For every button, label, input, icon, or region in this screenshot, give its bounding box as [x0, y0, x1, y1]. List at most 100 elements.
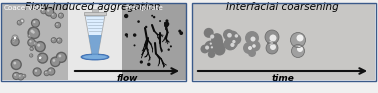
Circle shape — [178, 30, 181, 33]
Circle shape — [223, 29, 234, 40]
Circle shape — [270, 44, 276, 50]
Circle shape — [133, 44, 135, 46]
Circle shape — [59, 13, 63, 18]
Circle shape — [243, 42, 255, 54]
Circle shape — [153, 16, 155, 18]
Bar — [122, 3, 186, 80]
Circle shape — [51, 37, 57, 43]
Circle shape — [208, 42, 216, 50]
Circle shape — [47, 67, 55, 76]
Circle shape — [50, 12, 57, 19]
Circle shape — [164, 23, 168, 28]
Circle shape — [33, 42, 37, 46]
Circle shape — [59, 54, 61, 57]
Circle shape — [226, 40, 234, 48]
Circle shape — [124, 14, 129, 18]
Circle shape — [54, 22, 61, 28]
Circle shape — [18, 21, 20, 23]
Circle shape — [50, 56, 60, 67]
Circle shape — [210, 35, 214, 39]
Circle shape — [11, 37, 20, 46]
Circle shape — [31, 48, 32, 49]
Circle shape — [52, 14, 54, 16]
Circle shape — [230, 34, 241, 45]
Circle shape — [17, 20, 22, 25]
Circle shape — [31, 19, 40, 28]
Circle shape — [137, 20, 140, 23]
Circle shape — [22, 74, 26, 78]
Circle shape — [19, 75, 21, 77]
Circle shape — [249, 40, 260, 52]
Circle shape — [29, 40, 31, 43]
Circle shape — [13, 39, 15, 42]
Circle shape — [29, 35, 30, 36]
Circle shape — [53, 59, 55, 62]
Circle shape — [147, 63, 150, 66]
Circle shape — [17, 73, 25, 80]
Circle shape — [33, 21, 36, 23]
Circle shape — [45, 72, 46, 73]
Circle shape — [266, 42, 278, 54]
Circle shape — [28, 34, 32, 38]
Circle shape — [12, 38, 19, 45]
Circle shape — [229, 42, 236, 50]
Circle shape — [40, 8, 46, 14]
Circle shape — [34, 68, 40, 75]
Circle shape — [30, 54, 31, 56]
Circle shape — [31, 30, 34, 33]
Bar — [84, 12, 106, 15]
Circle shape — [223, 40, 232, 48]
Circle shape — [29, 47, 34, 51]
Polygon shape — [85, 15, 105, 55]
Circle shape — [291, 44, 305, 57]
Circle shape — [126, 36, 128, 38]
Circle shape — [30, 47, 33, 50]
Circle shape — [12, 60, 20, 69]
Bar — [2, 3, 68, 80]
Text: Precipitate: Precipitate — [124, 5, 163, 11]
Circle shape — [209, 41, 220, 52]
Circle shape — [205, 45, 209, 50]
Circle shape — [32, 20, 39, 27]
Circle shape — [11, 59, 22, 70]
Circle shape — [245, 31, 259, 45]
Circle shape — [125, 33, 128, 36]
Circle shape — [211, 46, 213, 48]
Circle shape — [228, 38, 238, 48]
Ellipse shape — [83, 55, 107, 59]
Text: Flow-induced aggregation: Flow-induced aggregation — [25, 2, 161, 12]
Circle shape — [51, 58, 59, 66]
Circle shape — [204, 41, 216, 52]
Circle shape — [167, 48, 170, 51]
Circle shape — [248, 49, 256, 57]
Circle shape — [14, 74, 16, 76]
Circle shape — [267, 38, 277, 48]
Circle shape — [36, 42, 45, 51]
Circle shape — [21, 20, 23, 22]
Circle shape — [45, 7, 54, 17]
Circle shape — [27, 27, 40, 39]
Circle shape — [48, 68, 54, 75]
Circle shape — [28, 39, 35, 46]
Circle shape — [211, 33, 222, 44]
Circle shape — [230, 43, 234, 47]
Circle shape — [51, 13, 56, 18]
Circle shape — [30, 54, 33, 57]
Circle shape — [296, 35, 304, 41]
Circle shape — [145, 26, 147, 28]
Ellipse shape — [81, 54, 109, 60]
Bar — [92, 9, 98, 12]
Circle shape — [58, 39, 59, 41]
Circle shape — [269, 41, 273, 45]
Circle shape — [208, 50, 215, 58]
Circle shape — [248, 46, 252, 50]
Circle shape — [56, 23, 60, 28]
Circle shape — [270, 35, 276, 41]
Circle shape — [164, 22, 169, 26]
Circle shape — [56, 37, 62, 44]
Circle shape — [227, 31, 239, 42]
Circle shape — [17, 21, 22, 25]
Circle shape — [14, 37, 16, 39]
Circle shape — [18, 74, 23, 80]
Polygon shape — [88, 35, 102, 55]
